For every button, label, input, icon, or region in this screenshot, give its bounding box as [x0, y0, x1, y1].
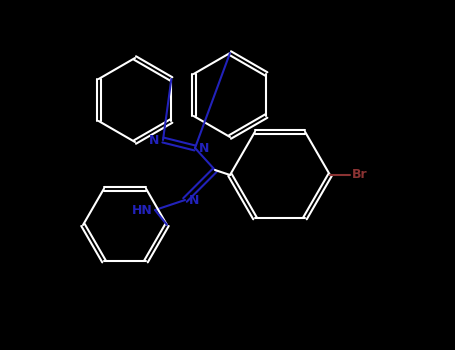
- Text: N: N: [149, 133, 159, 147]
- Text: N: N: [199, 141, 209, 154]
- Text: N: N: [189, 194, 199, 206]
- Text: Br: Br: [352, 168, 368, 182]
- Text: HN: HN: [132, 203, 153, 217]
